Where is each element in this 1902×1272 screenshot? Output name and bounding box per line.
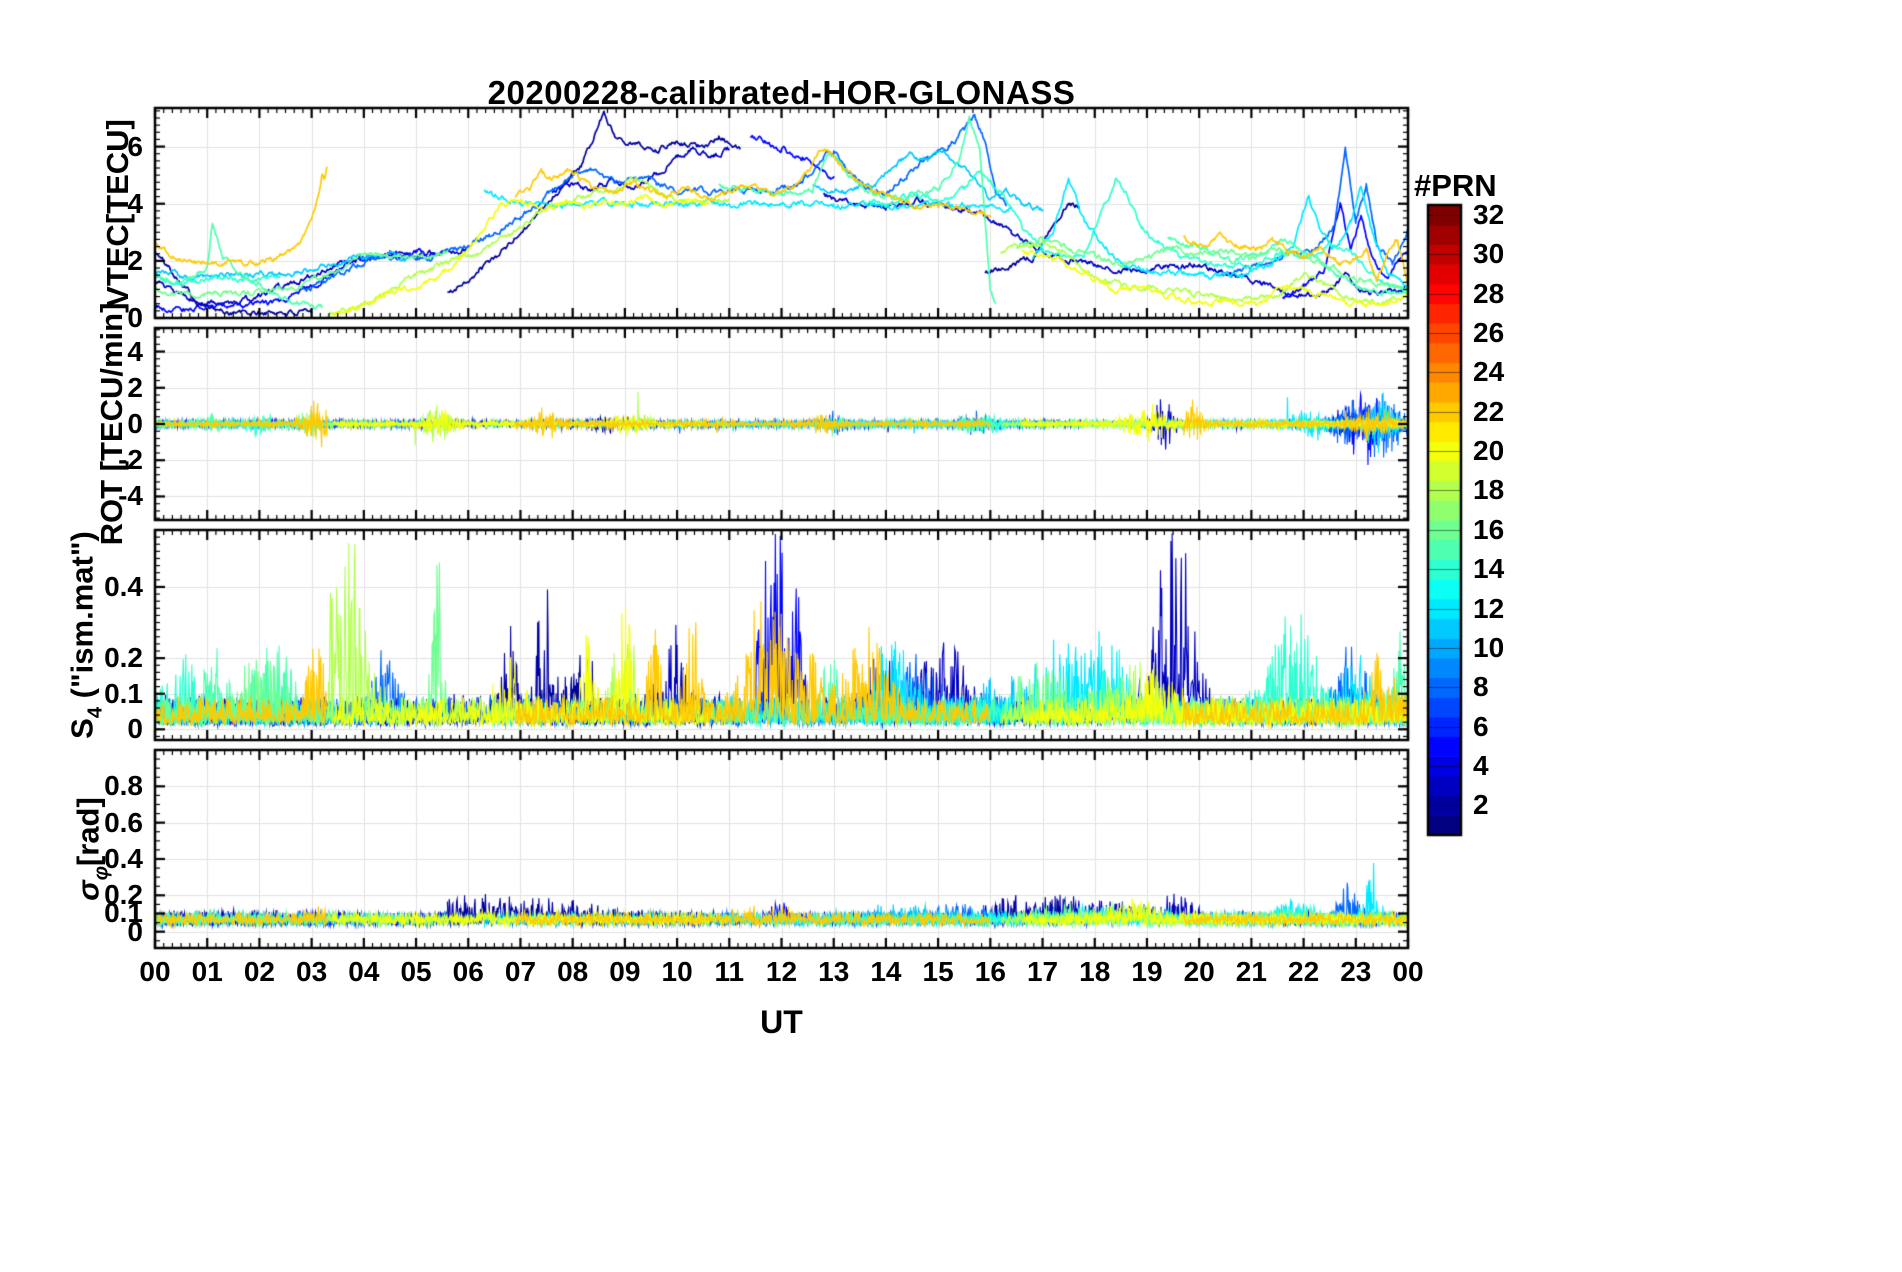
colorbar-tick-label: 16 bbox=[1473, 513, 1505, 545]
y-axis-label-vtec: VTEC[TECU] bbox=[100, 119, 135, 307]
y-tick-label: 0.2 bbox=[104, 642, 143, 674]
y-tick-label: -4 bbox=[118, 480, 143, 512]
colorbar-tick-label: 32 bbox=[1473, 198, 1505, 230]
x-tick-label: 00 bbox=[139, 956, 171, 987]
colorbar-tick-label: 12 bbox=[1473, 592, 1505, 624]
x-tick-label: 11 bbox=[714, 956, 745, 987]
y-tick-label: 0.6 bbox=[104, 806, 143, 838]
colorbar-tick-label: 10 bbox=[1473, 631, 1505, 663]
y-axis-label-s4: S4 ("ism.mat") bbox=[64, 531, 107, 739]
x-tick-label: 19 bbox=[1131, 956, 1163, 987]
y-axis-label-rot: ROT [TECU/min] bbox=[94, 302, 129, 546]
x-tick-label: 05 bbox=[400, 956, 432, 987]
x-tick-label: 18 bbox=[1079, 956, 1111, 987]
x-tick-label: 09 bbox=[609, 956, 641, 987]
y-tick-label: 2 bbox=[127, 244, 143, 276]
colorbar-tick-label: 2 bbox=[1473, 789, 1489, 821]
colorbar-tick-label: 20 bbox=[1473, 435, 1505, 467]
x-tick-label: 01 bbox=[191, 956, 223, 987]
y-tick-label: 0 bbox=[127, 915, 143, 947]
y-tick-label: 0 bbox=[127, 302, 143, 333]
x-tick-label: 06 bbox=[452, 956, 484, 987]
colorbar-tick-label: 6 bbox=[1473, 710, 1489, 742]
colorbar-tick-label: 14 bbox=[1473, 553, 1505, 585]
y-tick-label: 0.4 bbox=[104, 570, 143, 602]
x-tick-label: 22 bbox=[1288, 956, 1320, 987]
x-tick-label: 15 bbox=[922, 956, 954, 987]
x-tick-label: 23 bbox=[1340, 956, 1372, 987]
x-tick-label: 03 bbox=[296, 956, 328, 987]
colorbar-tick-label: 18 bbox=[1473, 474, 1505, 506]
y-tick-label: 0.1 bbox=[104, 897, 143, 929]
x-tick-label: 02 bbox=[243, 956, 275, 987]
x-tick-label: 12 bbox=[765, 956, 798, 987]
x-tick-label: 14 bbox=[870, 956, 902, 987]
x-tick-label: 00 bbox=[1392, 956, 1424, 987]
x-tick-label: 21 bbox=[1235, 956, 1267, 987]
colorbar-tick-label: 8 bbox=[1473, 671, 1489, 703]
y-tick-label: 0.4 bbox=[104, 842, 143, 874]
x-tick-label: 10 bbox=[661, 956, 693, 987]
x-axis-label: UT bbox=[760, 1004, 803, 1040]
colorbar-tick-label: 28 bbox=[1473, 277, 1505, 309]
colorbar-tick-label: 24 bbox=[1473, 356, 1505, 388]
chart-title: 20200228-calibrated-HOR-GLONASS bbox=[487, 74, 1076, 111]
y-tick-label: 4 bbox=[127, 187, 143, 219]
x-tick-label: 07 bbox=[504, 956, 537, 987]
y-tick-label: 0.1 bbox=[104, 677, 143, 709]
y-tick-label: -2 bbox=[118, 444, 143, 476]
x-tick-label: 16 bbox=[974, 956, 1006, 987]
colorbar-tick-label: 22 bbox=[1473, 395, 1505, 427]
x-tick-label: 08 bbox=[557, 956, 589, 987]
y-tick-label: 6 bbox=[127, 130, 143, 162]
colorbar-tick-label: 30 bbox=[1473, 238, 1505, 270]
x-tick-label: 13 bbox=[818, 956, 850, 987]
x-tick-label: 17 bbox=[1026, 956, 1059, 987]
y-tick-label: 0.8 bbox=[104, 770, 143, 802]
y-tick-label: 0 bbox=[127, 408, 143, 439]
x-tick-label: 20 bbox=[1183, 956, 1215, 987]
y-tick-label: 0.2 bbox=[104, 879, 143, 911]
x-tick-label: 04 bbox=[348, 956, 380, 987]
y-axis-label-sigma: σφ[rad] bbox=[70, 797, 113, 901]
y-tick-label: 4 bbox=[127, 335, 143, 367]
colorbar-tick-label: 4 bbox=[1473, 750, 1489, 782]
colorbar-label: #PRN bbox=[1414, 168, 1497, 203]
y-tick-label: 0 bbox=[127, 713, 143, 745]
colorbar-tick-label: 26 bbox=[1473, 316, 1505, 348]
y-tick-label: 2 bbox=[127, 371, 143, 403]
